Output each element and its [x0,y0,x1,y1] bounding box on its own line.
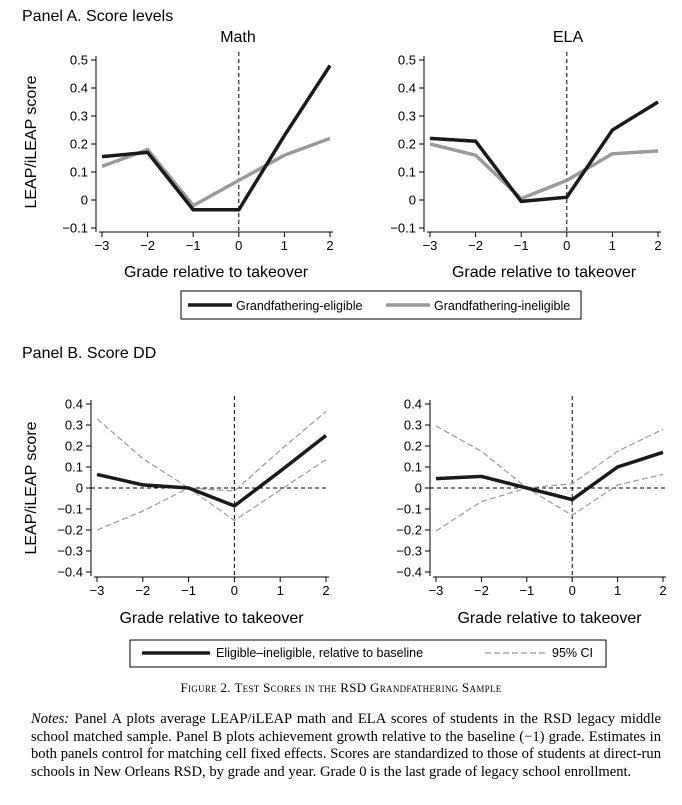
legend-panel-a: Grandfathering-eligible Grandfathering-i… [180,290,582,320]
y-tick-label: −0.1 [390,221,416,236]
y-tick-label: 0 [415,481,422,496]
x-tick-label: −2 [135,583,150,598]
x-tick-label: −2 [140,238,155,253]
y-tick-label: 0.2 [398,137,416,152]
y-tick-label: −0.2 [396,523,422,538]
y-tick-label: 0.3 [70,109,88,124]
series-estimate-line [435,450,664,502]
legend-panel-b: Eligible–ineligible, relative to baselin… [129,639,607,668]
x-tick-label: −1 [181,583,196,598]
y-axis-label: LEAP/iLEAP score [23,75,40,208]
x-tick-label: 1 [281,238,288,253]
legend-b-ci-label: 95% CI [552,646,593,660]
x-tick-label: 0 [235,238,242,253]
legend-b-estimate-label: Eligible–ineligible, relative to baselin… [216,646,423,660]
y-tick-label: 0.3 [65,418,83,433]
x-tick-label: −3 [429,583,444,598]
x-tick-label: 2 [326,238,333,253]
y-tick-label: −0.3 [57,544,83,559]
chart-title: Math [220,29,256,46]
y-tick-label: −0.4 [57,565,83,580]
y-tick-label: 0.1 [65,460,83,475]
series-ineligible-line [429,142,659,201]
chart-math-dd: −0.4 −0.3 −0.2 −0.1 0 0.1 0.2 0.3 0.4 −3 −2 −1 0 1 2 Gr… [23,396,330,627]
x-axis-label: Grade relative to takeover [119,610,304,627]
series-eligible-line [101,64,332,212]
y-tick-label: −0.3 [396,544,422,559]
series-ineligible-line [101,136,331,208]
y-tick-label: 0 [81,193,88,208]
x-tick-label: 1 [609,238,616,253]
notes-text: Panel A plots average LEAP/iLEAP math an… [31,711,661,780]
y-tick-label: 0.2 [70,137,88,152]
x-tick-label: −2 [474,583,489,598]
y-tick-label: 0 [409,193,416,208]
legend-a-box [180,290,582,320]
x-tick-label: −2 [468,238,483,253]
y-tick-label: −0.1 [62,221,88,236]
chart-ela-dd: −0.4 −0.3 −0.2 −0.1 0 0.1 0.2 0.3 0.4 −3 −2 −1 0 1 2 Gr… [396,396,667,627]
x-tick-label: 2 [654,238,661,253]
x-axis-label: Grade relative to takeover [124,264,309,281]
series-eligible-line [429,100,659,204]
y-tick-label: 0.2 [404,439,422,454]
figure-caption-label: Figure 2. [180,680,231,695]
x-tick-label: 0 [569,583,576,598]
series-estimate-line [96,434,328,508]
x-tick-label: −1 [519,583,534,598]
y-tick-label: 0.1 [404,460,422,475]
y-tick-label: 0 [76,481,83,496]
y-tick-label: −0.2 [57,523,83,538]
chart-ela-levels: ELA −0.1 0 0.1 0.2 0.3 0.4 0.5 −3 −2 −1 0 1 2 Grade re… [390,29,661,281]
x-axis-label: Grade relative to takeover [457,610,642,627]
series-ci-lower-line [435,473,664,532]
legend-a-ineligible-label: Grandfathering-ineligible [434,299,570,313]
x-tick-label: −3 [90,583,105,598]
y-tick-label: −0.1 [57,502,83,517]
y-tick-label: 0.5 [398,53,416,68]
y-tick-label: −0.4 [396,565,422,580]
x-axis-label: Grade relative to takeover [452,264,637,281]
y-tick-label: −0.1 [396,502,422,517]
x-tick-label: 2 [322,583,329,598]
y-tick-label: 0.3 [398,109,416,124]
y-tick-label: 0.3 [404,418,422,433]
y-tick-label: 0.4 [70,81,88,96]
x-tick-label: 0 [231,583,238,598]
x-tick-label: −3 [95,238,110,253]
figure-caption: Figure 2. Test Scores in the RSD Grandfa… [0,680,682,696]
y-tick-label: 0.4 [404,397,422,412]
y-axis-label: LEAP/iLEAP score [23,421,40,554]
figure-caption-text: Test Scores in the RSD Grandfathering Sa… [234,680,502,695]
x-tick-label: 1 [277,583,284,598]
figure-notes: Notes: Panel A plots average LEAP/iLEAP … [31,711,661,781]
y-tick-label: 0.5 [70,53,88,68]
legend-a-eligible-label: Grandfathering-eligible [236,299,363,313]
x-tick-label: 1 [614,583,621,598]
x-tick-label: −1 [514,238,529,253]
x-tick-label: −3 [423,238,438,253]
x-tick-label: −1 [186,238,201,253]
chart-math-levels: Math −0.1 0 0.1 0.2 0.3 0.4 0.5 −3 −2 −1 0 1 2 Grade r… [23,29,334,281]
panel-b-title: Panel B. Score DD [22,345,156,362]
chart-title: ELA [553,29,584,46]
y-tick-label: 0.2 [65,439,83,454]
y-tick-label: 0.1 [70,165,88,180]
y-tick-label: 0.1 [398,165,416,180]
series-ci-upper-line [435,425,664,489]
x-tick-label: 2 [659,583,666,598]
y-tick-label: 0.4 [65,397,83,412]
y-tick-label: 0.4 [398,81,416,96]
series-ci-upper-line [96,410,327,492]
series-ci-lower-line [96,459,327,531]
x-tick-label: 0 [563,238,570,253]
panel-a-title: Panel A. Score levels [22,8,173,25]
notes-label: Notes: [31,711,70,727]
